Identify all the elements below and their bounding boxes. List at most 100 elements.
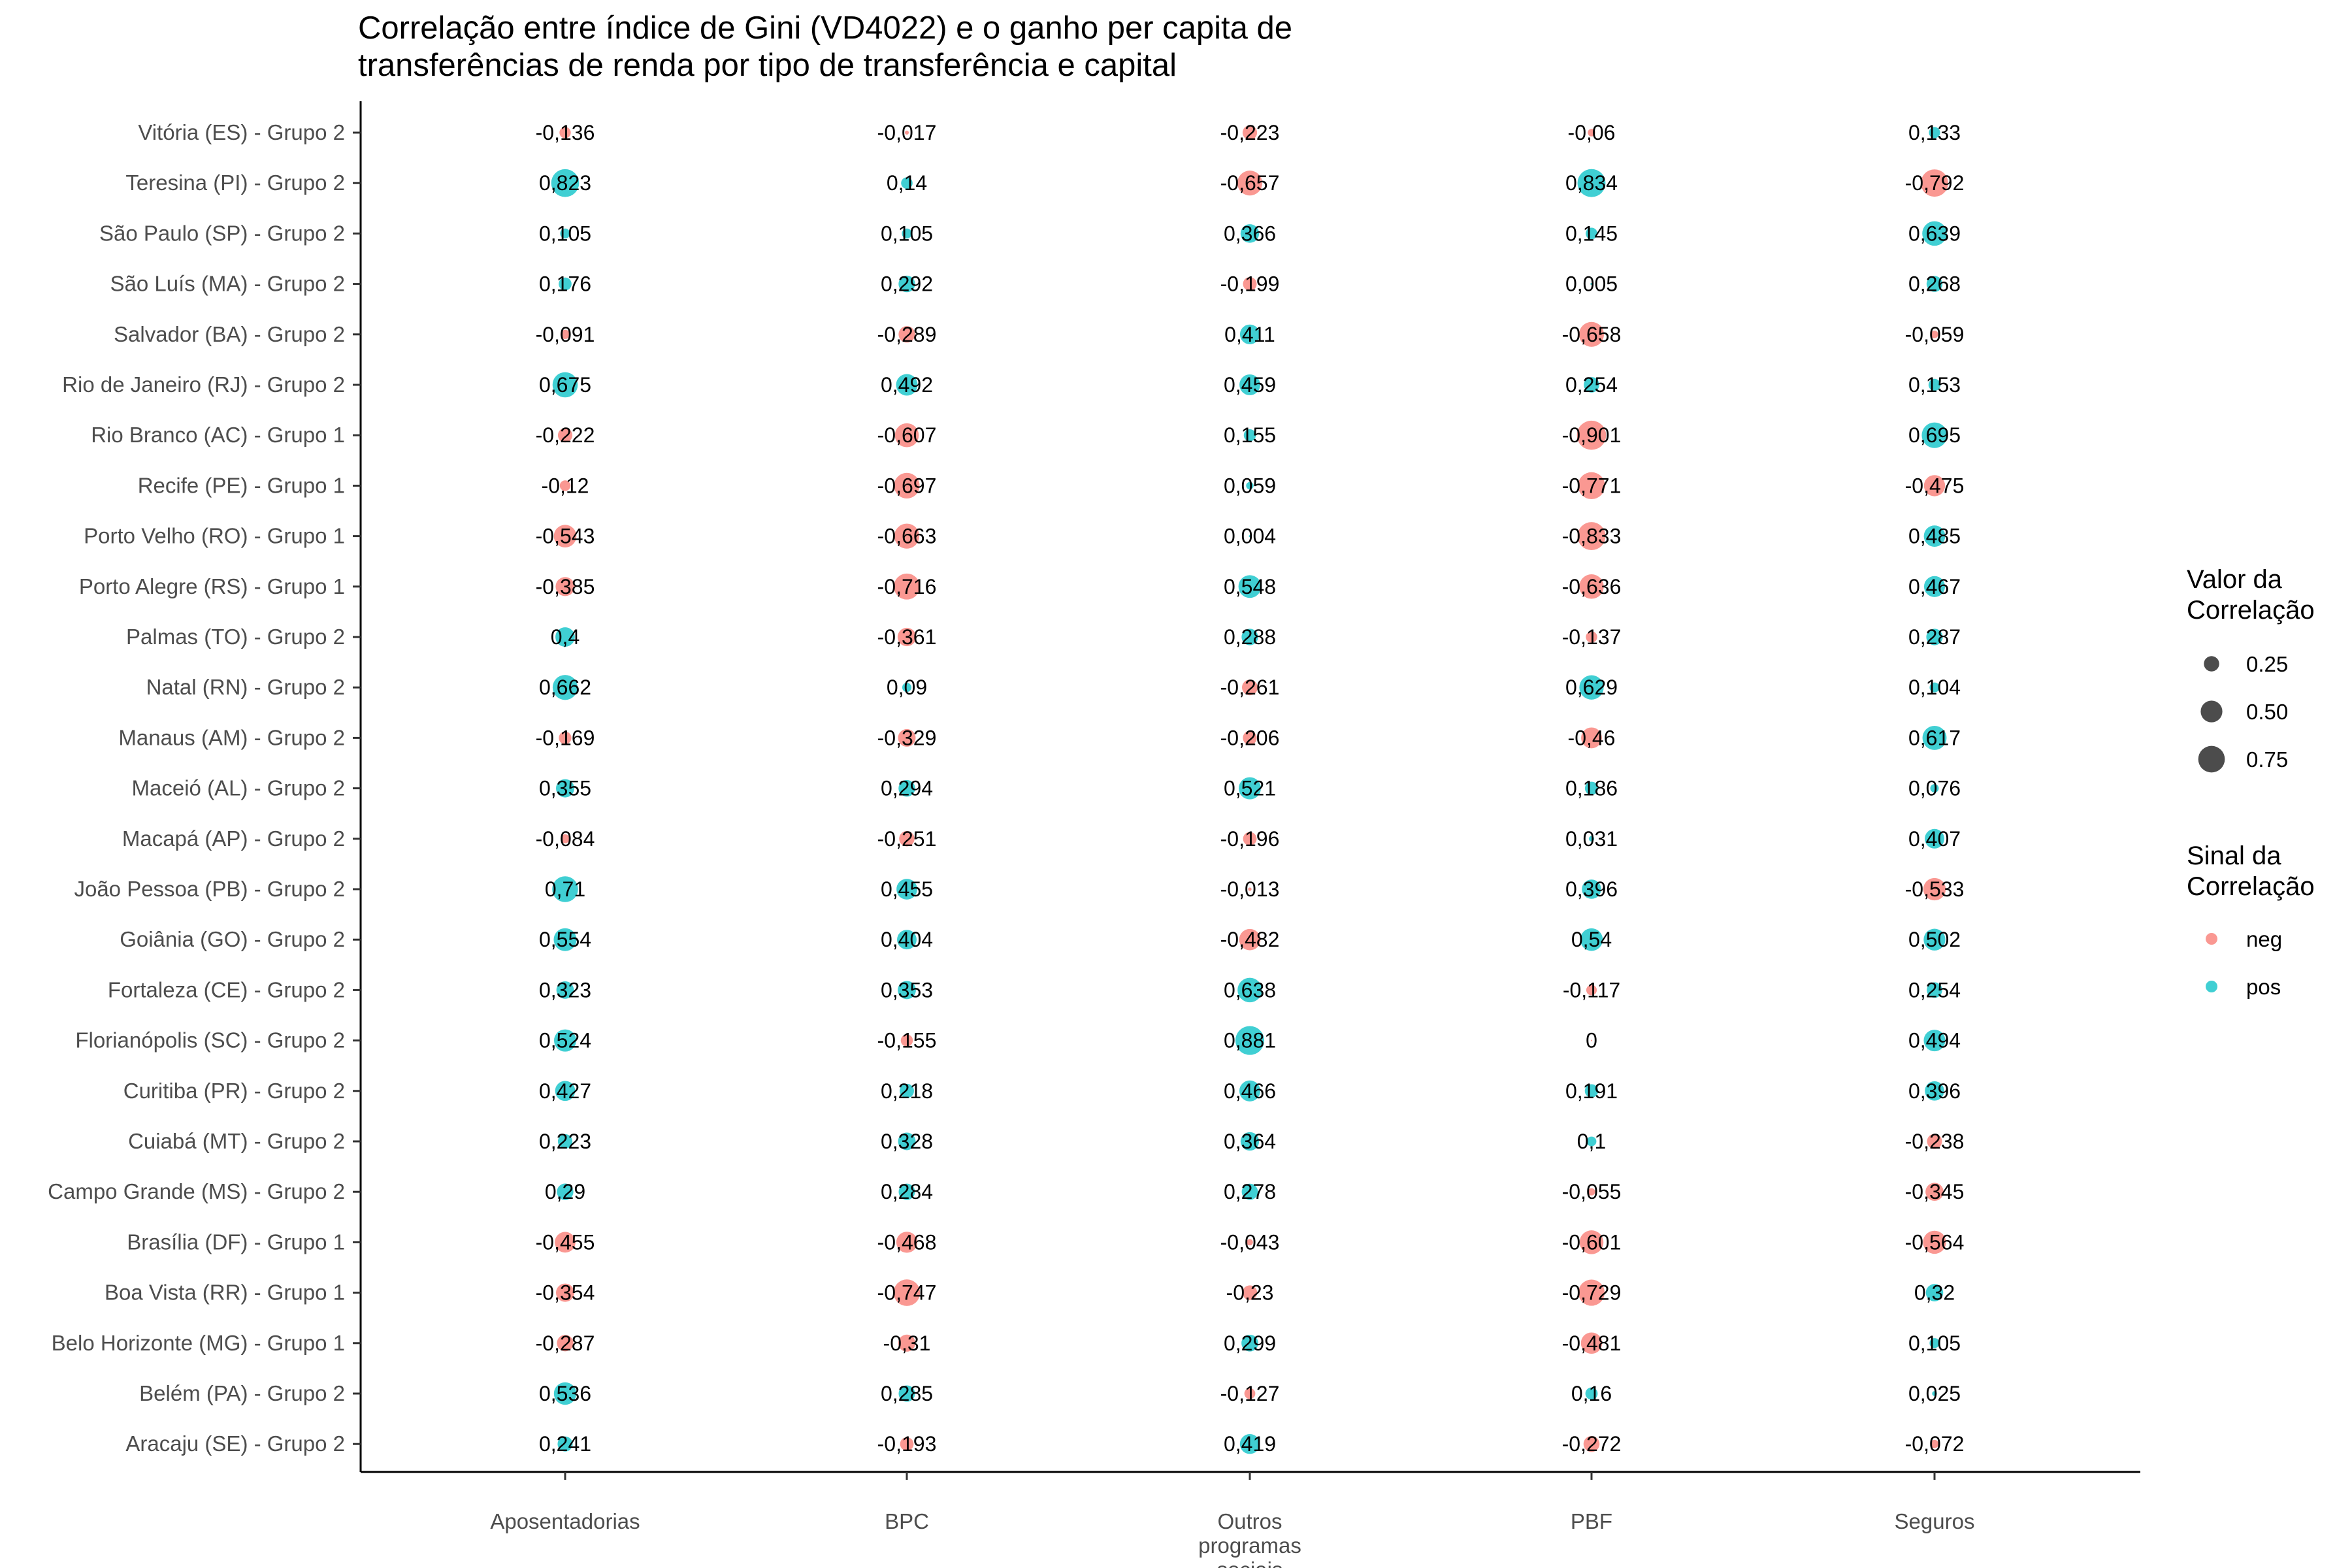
data-point bbox=[1581, 727, 1602, 749]
data-point bbox=[1923, 877, 1946, 901]
data-point bbox=[553, 1382, 577, 1405]
data-point bbox=[1588, 129, 1595, 137]
data-point bbox=[557, 1134, 573, 1149]
data-point bbox=[1586, 985, 1597, 996]
data-label: 0,14 bbox=[887, 171, 927, 195]
y-tick-label: Goiânia (GO) - Grupo 2 bbox=[120, 927, 345, 951]
data-label: 0,407 bbox=[1908, 827, 1961, 851]
data-point bbox=[894, 523, 920, 549]
data-point bbox=[1243, 429, 1256, 442]
data-point bbox=[1239, 324, 1260, 344]
data-label: -0,482 bbox=[1220, 928, 1280, 951]
data-label: 0,4 bbox=[551, 625, 580, 649]
data-point bbox=[1586, 227, 1597, 240]
data-point bbox=[1932, 1391, 1937, 1396]
data-point bbox=[559, 127, 571, 139]
data-point bbox=[1927, 1134, 1942, 1149]
data-point bbox=[1585, 1387, 1598, 1400]
data-point bbox=[555, 1081, 576, 1102]
data-label: -0,12 bbox=[542, 474, 589, 497]
data-point bbox=[1590, 1039, 1593, 1041]
data-point bbox=[1239, 928, 1261, 951]
data-point bbox=[1584, 781, 1599, 795]
legend-sign-label: neg bbox=[2246, 927, 2282, 951]
data-labels: -0,136 -0,017 -0,223 -0,06 0,133 0,823 0,14 -0,… bbox=[536, 121, 1965, 1456]
data-label: -0,137 bbox=[1562, 625, 1622, 649]
data-label: -0,385 bbox=[536, 575, 595, 598]
data-label: 0,492 bbox=[881, 373, 933, 397]
chart-title-line: Correlação entre índice de Gini (VD4022)… bbox=[358, 10, 1292, 46]
data-label: 0,459 bbox=[1224, 373, 1276, 397]
data-label: 0,105 bbox=[539, 221, 591, 245]
data-point bbox=[1929, 127, 1940, 139]
data-point bbox=[1577, 522, 1606, 551]
data-point bbox=[1923, 475, 1946, 497]
data-label: 0,396 bbox=[1908, 1079, 1961, 1103]
data-point bbox=[553, 1029, 577, 1052]
data-point bbox=[1923, 1030, 1946, 1052]
legend-sign-key bbox=[2206, 933, 2217, 945]
data-point bbox=[1929, 1338, 1940, 1348]
data-label: -0,155 bbox=[877, 1029, 937, 1053]
data-point bbox=[897, 930, 917, 950]
data-point bbox=[559, 277, 572, 291]
data-point bbox=[559, 731, 572, 745]
data-point bbox=[561, 834, 570, 843]
data-point bbox=[1579, 574, 1604, 599]
data-label: 0,031 bbox=[1565, 827, 1618, 851]
data-point bbox=[1239, 374, 1260, 395]
data-point bbox=[1249, 535, 1251, 538]
data-point bbox=[1237, 171, 1263, 196]
data-label: -0,833 bbox=[1562, 525, 1622, 548]
data-point bbox=[1586, 631, 1597, 643]
data-point bbox=[1921, 422, 1948, 448]
data-label: -0,091 bbox=[536, 323, 595, 346]
data-point bbox=[1579, 1230, 1604, 1254]
data-label: 0,105 bbox=[1908, 1331, 1961, 1355]
data-point bbox=[899, 831, 915, 847]
data-label: 0,191 bbox=[1565, 1079, 1618, 1103]
data-point bbox=[896, 374, 918, 396]
data-label: 0,004 bbox=[1224, 525, 1276, 548]
y-tick-label: Curitiba (PR) - Grupo 2 bbox=[123, 1079, 345, 1103]
data-label: -0,043 bbox=[1220, 1230, 1280, 1254]
data-point bbox=[1925, 1081, 1944, 1101]
data-label: 0,005 bbox=[1565, 272, 1618, 296]
data-label: -0,017 bbox=[877, 121, 937, 144]
data-point bbox=[1586, 1136, 1597, 1147]
data-label: -0,747 bbox=[877, 1281, 937, 1305]
data-point bbox=[1927, 982, 1942, 998]
data-label: -0,238 bbox=[1905, 1130, 1965, 1153]
data-label: 0,104 bbox=[1908, 676, 1961, 699]
data-point bbox=[560, 228, 570, 239]
data-label: 0,823 bbox=[539, 171, 591, 195]
data-label: 0,639 bbox=[1908, 221, 1961, 245]
data-label: 0,254 bbox=[1565, 373, 1618, 397]
y-tick-label: Fortaleza (CE) - Grupo 2 bbox=[108, 977, 345, 1002]
y-tick-label: Salvador (BA) - Grupo 2 bbox=[114, 322, 345, 346]
data-point bbox=[898, 1132, 916, 1151]
data-label: 0,105 bbox=[881, 221, 933, 245]
data-point bbox=[894, 472, 920, 499]
data-label: 0 bbox=[1586, 1029, 1597, 1053]
y-tick-label: Cuiabá (MT) - Grupo 2 bbox=[128, 1129, 345, 1153]
data-label: -0,564 bbox=[1905, 1230, 1965, 1254]
data-label: 0,675 bbox=[539, 373, 591, 397]
data-point bbox=[898, 275, 915, 293]
data-label: -0,23 bbox=[1226, 1281, 1274, 1305]
data-label: -0,136 bbox=[536, 121, 595, 144]
data-label: 0,218 bbox=[881, 1079, 933, 1103]
data-point bbox=[555, 1232, 576, 1253]
data-point bbox=[1239, 777, 1261, 800]
data-point bbox=[1237, 977, 1262, 1003]
data-label: 0,467 bbox=[1908, 575, 1961, 598]
data-label: 0,427 bbox=[539, 1079, 591, 1103]
data-point bbox=[1235, 1026, 1265, 1055]
data-label: -0,261 bbox=[1220, 676, 1280, 699]
data-point bbox=[1928, 378, 1941, 391]
data-label: 0,411 bbox=[1224, 323, 1275, 346]
data-point bbox=[1243, 730, 1257, 745]
data-label: -0,169 bbox=[536, 726, 595, 749]
